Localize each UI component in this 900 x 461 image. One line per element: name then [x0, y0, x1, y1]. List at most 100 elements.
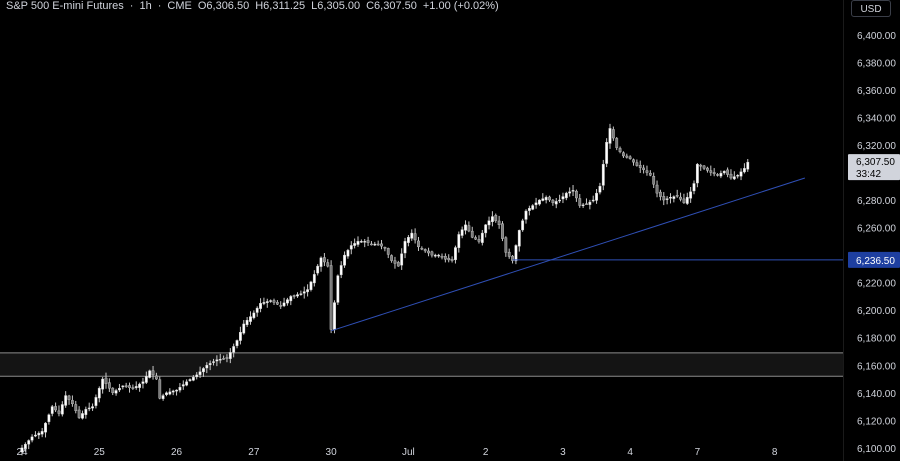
candle	[601, 159, 605, 191]
candle-body-up	[333, 302, 336, 331]
candle	[443, 253, 447, 263]
candle	[175, 389, 178, 396]
candle	[195, 372, 199, 380]
candle	[279, 301, 283, 309]
candle-body-down	[548, 196, 551, 201]
candle-body-down	[279, 305, 283, 307]
candle	[235, 339, 239, 349]
candle	[121, 385, 125, 390]
candle-body-down	[625, 155, 629, 158]
candle-body-down	[655, 184, 659, 194]
candle-body-up	[312, 274, 316, 284]
candle-body-up	[262, 302, 266, 304]
candle	[188, 378, 192, 382]
candle-body-up	[564, 192, 568, 199]
candle	[228, 348, 232, 364]
candle-body-up	[561, 196, 565, 200]
candle-body-up	[480, 232, 484, 243]
candle-body-down	[682, 198, 686, 203]
candle-body-up	[64, 395, 68, 406]
candle-body-up	[114, 390, 118, 394]
price-tick-label: 6,320.00	[857, 141, 896, 152]
candle	[154, 372, 158, 380]
level-price-badge[interactable]	[848, 251, 900, 268]
candle	[571, 185, 575, 197]
candle	[685, 192, 689, 205]
candle	[716, 173, 719, 177]
candle-body-down	[611, 129, 615, 139]
candle	[70, 395, 74, 407]
candle	[531, 204, 535, 211]
candle-body-up	[40, 431, 44, 435]
candle	[366, 236, 370, 246]
candle-body-down	[477, 239, 481, 242]
candle-body-down	[390, 255, 393, 261]
candle	[306, 284, 309, 297]
interval-label[interactable]: 1h	[139, 0, 152, 12]
candle-body-up	[87, 407, 91, 410]
candle-body-up	[732, 176, 736, 180]
candle-body-up	[541, 198, 545, 201]
candle-body-up	[695, 164, 699, 184]
price-tick-label: 6,400.00	[857, 31, 896, 42]
candle-body-up	[356, 241, 360, 245]
candle	[161, 393, 165, 401]
candle	[232, 343, 236, 358]
candle	[655, 180, 659, 198]
symbol-name[interactable]: S&P 500 E-mini Futures	[6, 0, 124, 12]
candle	[638, 160, 642, 173]
candle	[675, 189, 679, 198]
candle	[477, 235, 481, 244]
candle	[370, 241, 373, 246]
chart-header: S&P 500 E-mini Futures · 1h · CME O6,306.50 H6…	[6, 0, 505, 13]
candle-body-up	[245, 320, 249, 325]
candle-body-up	[736, 175, 740, 177]
candle	[507, 248, 511, 259]
candle-body-down	[575, 190, 578, 199]
candle	[672, 195, 676, 203]
candle-body-up	[571, 190, 575, 192]
candle-body-up	[339, 265, 343, 276]
candle	[323, 253, 326, 267]
candle	[353, 238, 357, 249]
candle	[383, 246, 387, 252]
candle	[373, 241, 377, 246]
candle-body-up	[121, 385, 125, 388]
candle-body-up	[118, 388, 121, 391]
candle-body-up	[101, 378, 105, 390]
support-zone[interactable]	[0, 352, 843, 377]
price-axis[interactable]: 6,400.00 6,380.00 6,360.00 6,340.00 6,320.00…	[843, 0, 900, 461]
candle-body-up	[195, 374, 199, 378]
candle-body-down	[225, 357, 229, 359]
candle-body-down	[423, 249, 427, 252]
currency-button[interactable]: USD	[851, 0, 891, 17]
candle	[205, 362, 209, 374]
candle	[538, 199, 541, 206]
candle	[131, 384, 135, 390]
candle-body-up	[205, 365, 209, 369]
candle-body-up	[165, 392, 168, 395]
candle-body-up	[739, 171, 743, 177]
candle	[54, 402, 58, 413]
candle	[299, 290, 303, 296]
candle	[97, 386, 101, 403]
time-axis[interactable]: 24 25 26 27 30 Jul 2 3 4 7 8	[16, 447, 777, 458]
candle-body-up	[554, 201, 558, 205]
last-price-badge[interactable]	[848, 154, 900, 181]
candle	[450, 256, 454, 263]
candle	[286, 297, 289, 306]
candle	[534, 197, 538, 209]
candle	[292, 294, 296, 299]
trendline[interactable]	[330, 177, 806, 332]
candle	[648, 170, 652, 177]
candle-body-up	[299, 293, 303, 295]
candle-body-down	[124, 385, 128, 388]
candle	[242, 319, 246, 335]
price-tick-label: 6,340.00	[857, 113, 896, 124]
candle-body-down	[622, 152, 625, 157]
candle-body-down	[474, 237, 477, 240]
price-tick-label: 6,140.00	[857, 389, 896, 400]
candle	[275, 300, 279, 306]
candle	[336, 274, 340, 305]
